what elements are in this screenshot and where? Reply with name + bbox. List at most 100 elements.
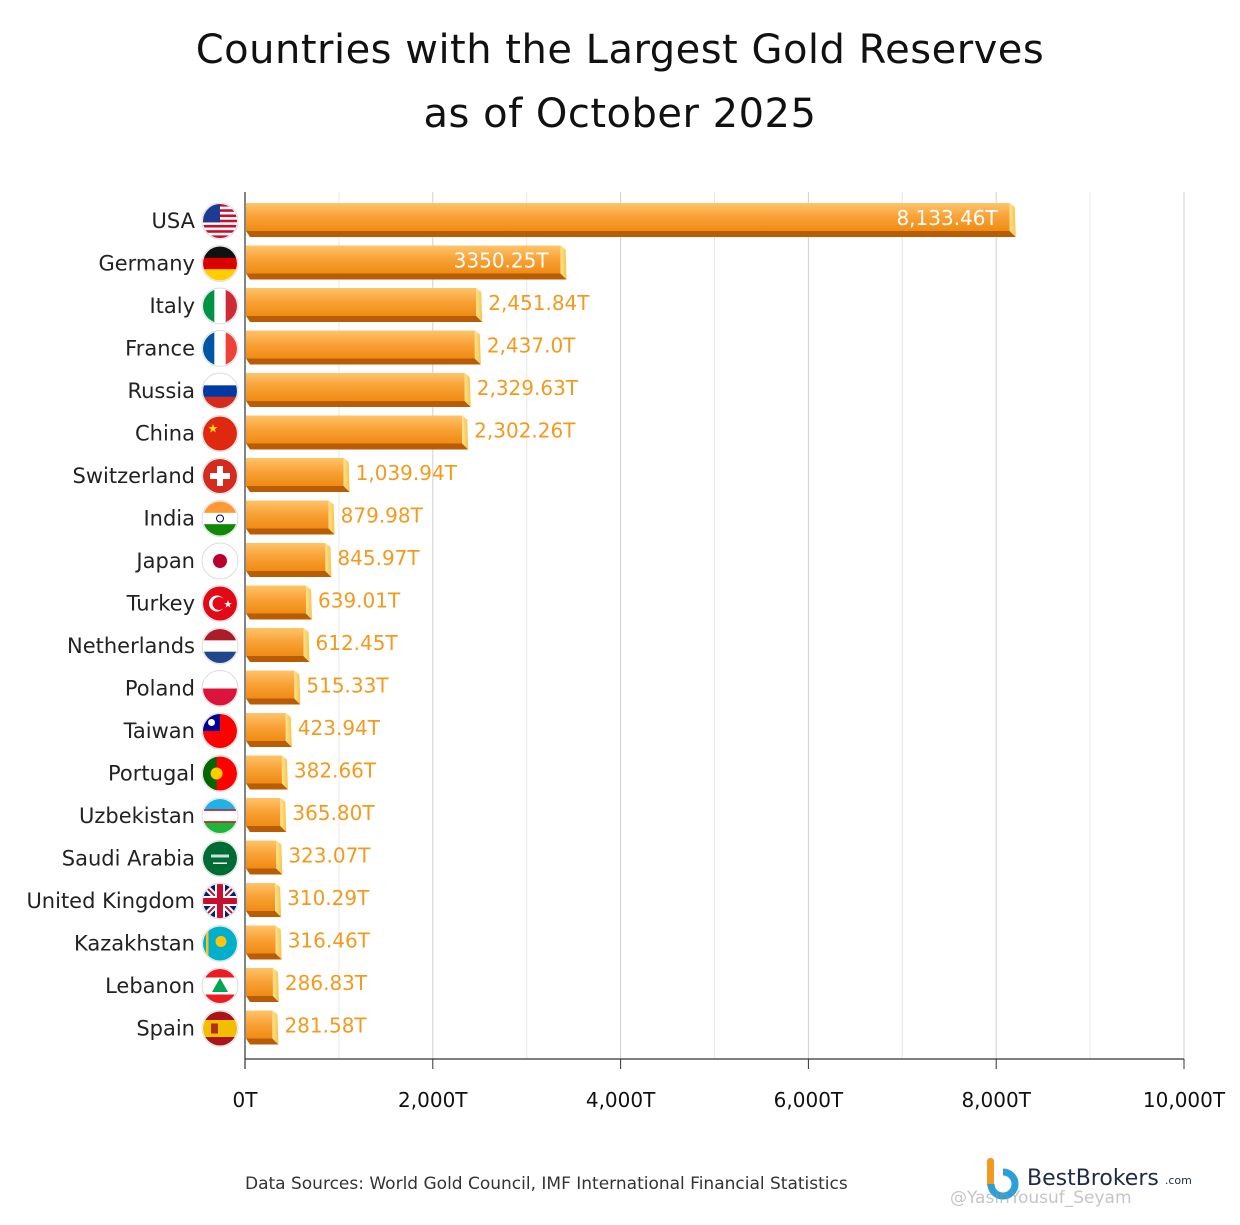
bar-edge	[246, 358, 481, 365]
bar	[246, 500, 335, 535]
bar-value-label: 286.83T	[285, 971, 368, 995]
flag-art: ★	[203, 586, 237, 621]
x-tick-label: 10,000T	[1143, 1088, 1226, 1112]
flag-art	[203, 1011, 237, 1046]
flag-poland-icon	[201, 670, 239, 707]
flag-art	[203, 799, 237, 833]
bar-face	[246, 840, 277, 869]
bar-edge	[246, 741, 292, 747]
bar-edge	[246, 698, 301, 705]
bar	[246, 713, 292, 747]
bar	[246, 373, 471, 407]
x-tick-label: 8,000T	[961, 1088, 1031, 1112]
country-label: Switzerland	[73, 464, 196, 488]
flag-emblem	[210, 767, 223, 780]
bar-face	[246, 670, 295, 699]
flag-fimbriation	[203, 809, 237, 811]
bar-face	[246, 203, 1010, 231]
chart-title: Countries with the Largest Gold Reserves…	[0, 18, 1240, 146]
source-note: Data Sources: World Gold Council, IMF In…	[245, 1174, 848, 1194]
bar-end-cap	[280, 798, 287, 832]
bar-face	[246, 415, 463, 444]
bar-face	[246, 883, 276, 911]
bar-face	[246, 713, 286, 741]
bar-face	[246, 798, 281, 826]
bar-value-label: 365.80T	[292, 801, 375, 825]
bar-value-label: 316.46T	[288, 929, 371, 953]
flag-saudi-arabia-icon	[201, 840, 239, 877]
bar-edge	[246, 316, 483, 322]
flag-stripe	[203, 232, 237, 236]
flag-crescent-cut	[212, 597, 226, 610]
flag-stripe	[214, 289, 227, 323]
flag-stripe	[203, 235, 237, 238]
country-label: Netherlands	[67, 634, 195, 658]
flag-china-icon: ★	[201, 415, 239, 452]
bar-value-label: 310.29T	[287, 886, 370, 910]
bar-edge	[246, 953, 282, 960]
chart-title-line-1: Countries with the Largest Gold Reserves	[195, 27, 1045, 73]
bar-end-cap	[560, 245, 567, 280]
bar-face	[246, 500, 329, 529]
flag-stripe	[203, 524, 237, 536]
bar-end-cap	[474, 330, 481, 365]
country-label: Portugal	[108, 762, 195, 786]
bar	[246, 840, 283, 875]
bar-end-cap	[476, 288, 483, 322]
flag-stripe	[203, 227, 237, 231]
country-label: United Kingdom	[26, 889, 195, 913]
flag-canton	[203, 204, 220, 223]
flag-spain-icon	[201, 1010, 239, 1047]
flag-art	[203, 289, 237, 323]
country-label: Turkey	[126, 592, 195, 616]
flag-art	[203, 841, 237, 876]
bar-face	[246, 755, 282, 784]
bar-value-label: 515.33T	[306, 674, 389, 698]
bar-end-cap	[276, 840, 283, 875]
flag-stripe	[203, 688, 237, 706]
flag-france-icon	[201, 330, 239, 367]
bar	[246, 330, 481, 365]
bar-edge	[246, 571, 332, 577]
flag-art	[203, 246, 237, 281]
flag-stripe	[203, 756, 217, 791]
flag-stripe	[203, 1028, 237, 1038]
flag-netherlands-icon	[201, 627, 239, 665]
flag-stripe	[203, 230, 237, 234]
flag-coat-of-arms	[211, 1023, 218, 1034]
bar-end-cap	[328, 500, 335, 535]
flag-stripe	[203, 331, 215, 366]
bar-value-label: 323.07T	[288, 844, 371, 868]
flag-switzerland-icon	[201, 457, 239, 495]
flag-art	[203, 331, 237, 366]
bar-edge	[246, 273, 567, 280]
country-label: Spain	[136, 1017, 195, 1041]
country-label: Germany	[98, 252, 195, 276]
brand-suffix: .com	[1164, 1174, 1192, 1187]
flag-stripe	[203, 269, 237, 281]
flag-portugal-icon	[201, 755, 239, 792]
bar-edge	[246, 868, 283, 875]
flag-art	[203, 544, 237, 578]
bar-face	[246, 458, 344, 486]
bar-end-cap	[285, 713, 292, 747]
bar-edge	[246, 613, 313, 620]
x-tick-label: 2,000T	[398, 1088, 468, 1112]
bar	[246, 968, 279, 1002]
bar-end-cap	[325, 543, 332, 577]
flag-art	[203, 671, 237, 706]
country-label: USA	[152, 209, 196, 233]
flag-stripe	[203, 385, 237, 398]
bar-edge	[246, 231, 1016, 237]
flag-turkey-icon: ★	[201, 585, 239, 622]
flag-fimbriation	[203, 821, 237, 823]
country-label: France	[125, 337, 195, 361]
flag-art	[203, 884, 237, 918]
flag-stripe	[203, 374, 237, 386]
flag-art	[203, 204, 237, 238]
bar-value-label: 1,039.94T	[356, 461, 458, 485]
bar	[246, 798, 287, 832]
bar-value-label: 8,133.46T	[896, 206, 998, 230]
flag-uzbekistan-icon	[201, 797, 239, 835]
bar-face	[246, 1010, 273, 1039]
